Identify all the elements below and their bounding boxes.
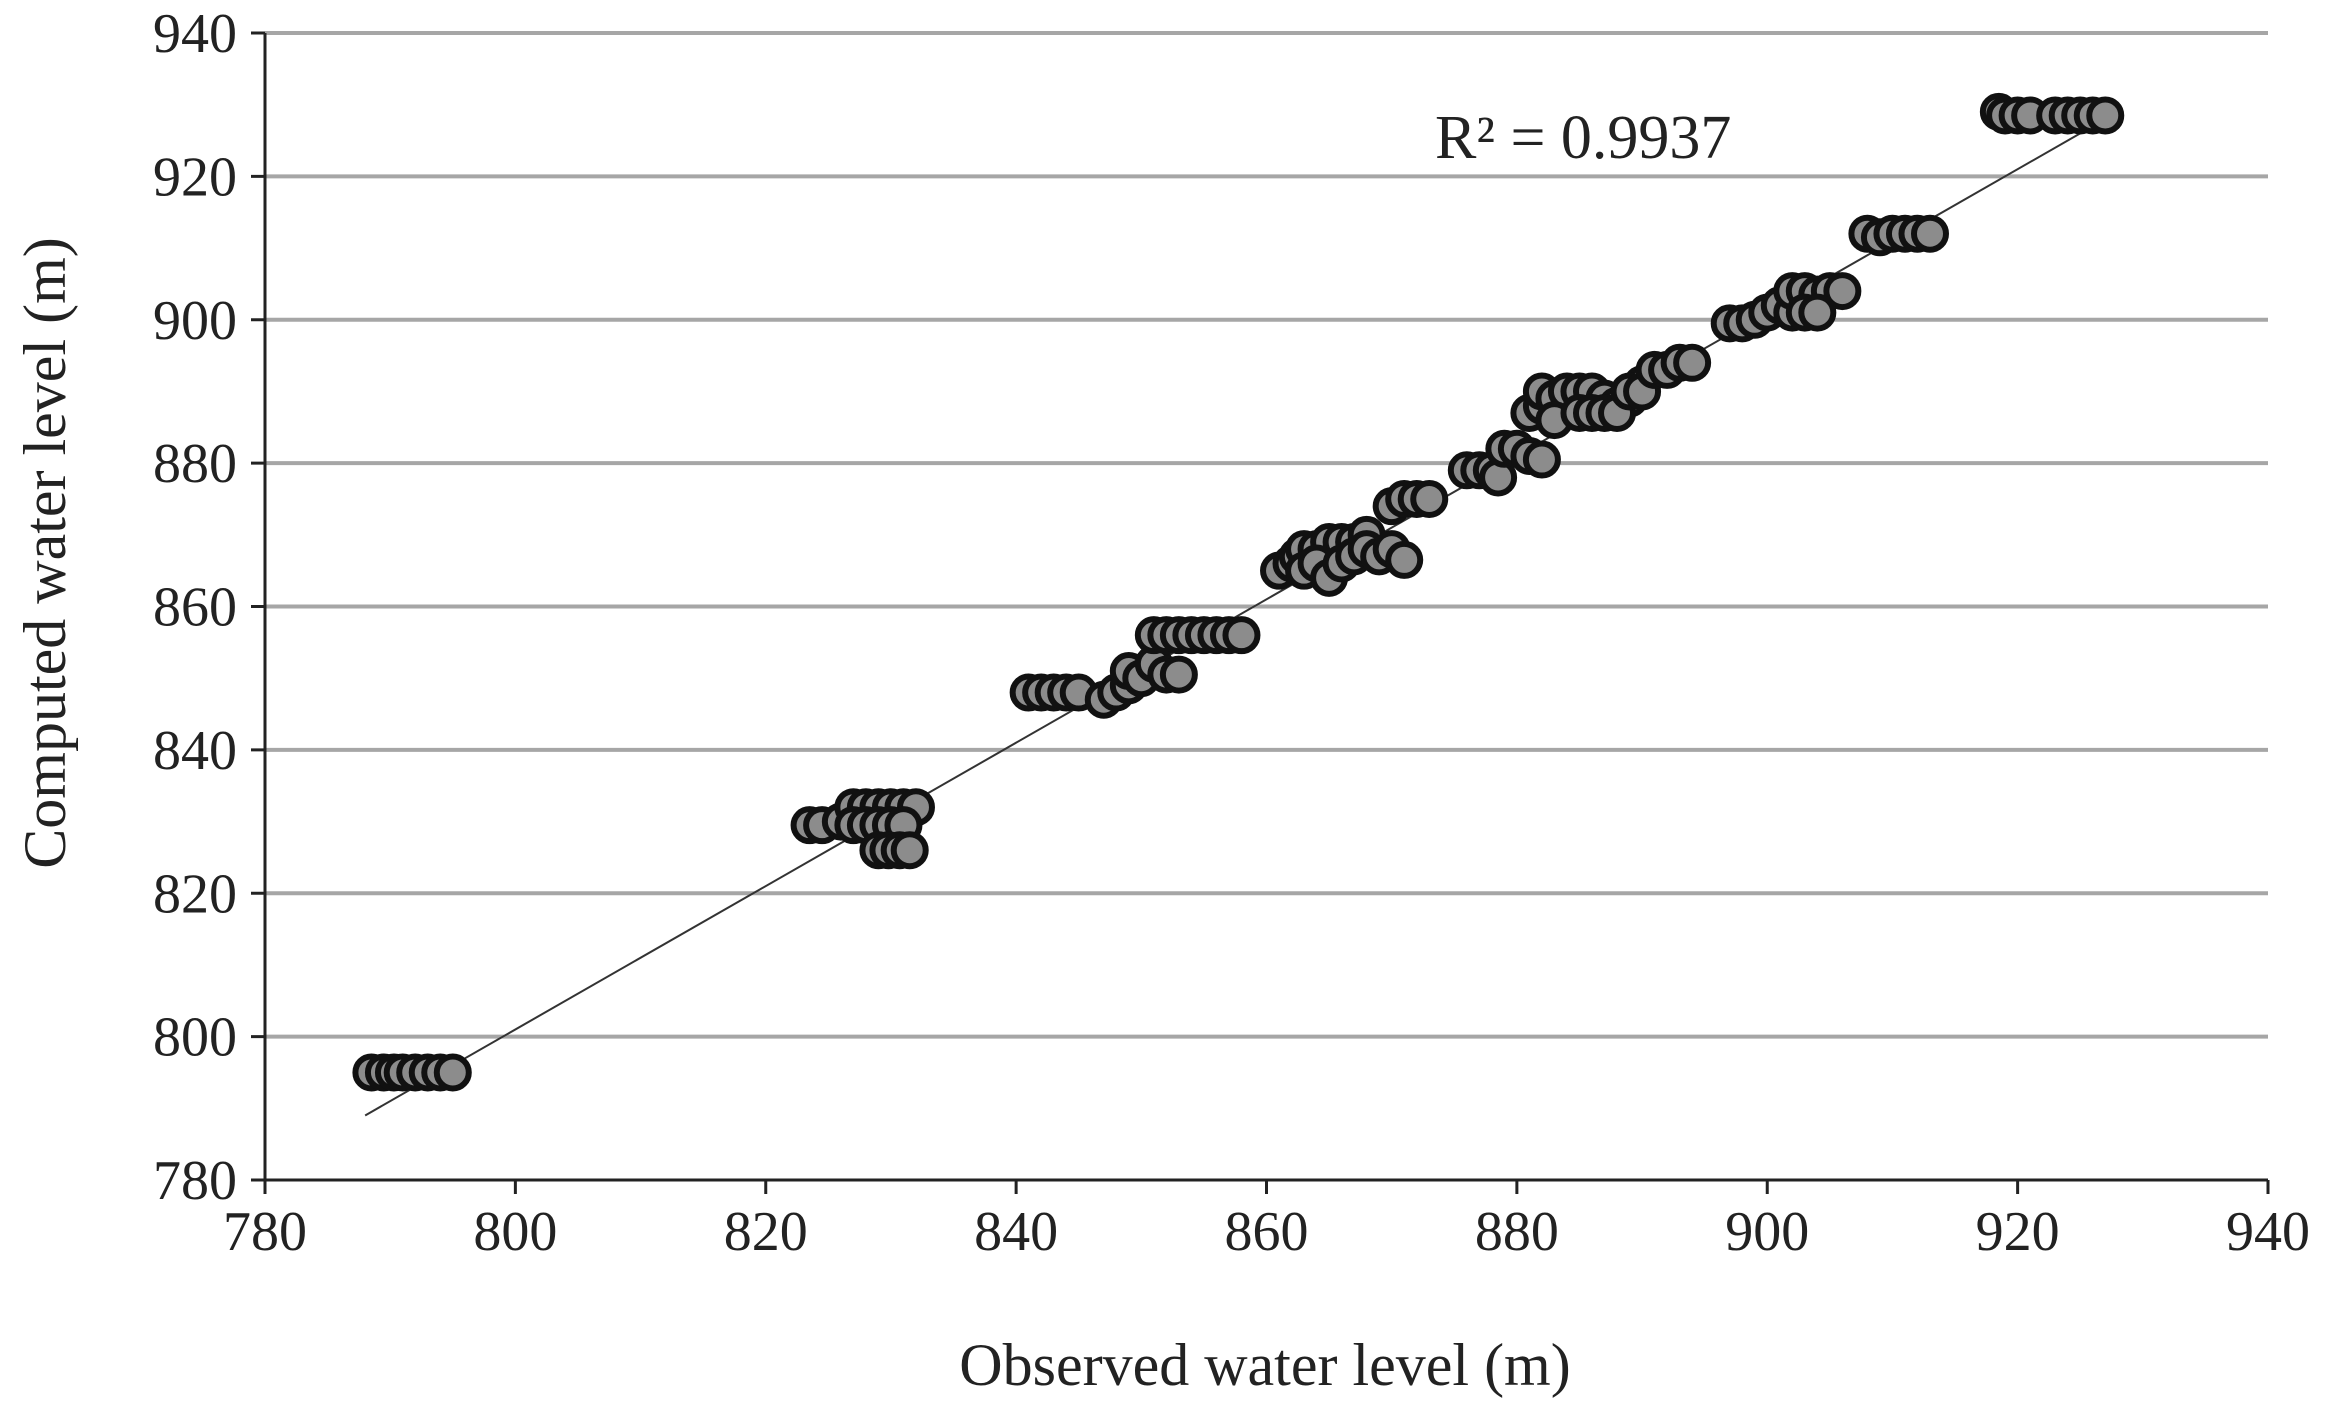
x-tick-label-940: 940 (2226, 1201, 2310, 1263)
x-tick-label-780: 780 (223, 1201, 307, 1263)
y-tick-label-860: 860 (153, 577, 237, 639)
y-tick-label-800: 800 (153, 1007, 237, 1069)
x-tick-label-800: 800 (473, 1201, 557, 1263)
x-tick-label-860: 860 (1225, 1201, 1309, 1263)
axes (251, 31, 2270, 1194)
y-tick-label-780: 780 (153, 1150, 237, 1212)
data-point (1222, 616, 1261, 655)
y-tick-label-920: 920 (153, 146, 237, 208)
x-tick-label-840: 840 (974, 1201, 1058, 1263)
data-point (890, 831, 929, 870)
y-tick-label-880: 880 (153, 433, 237, 495)
y-tick-label-840: 840 (153, 720, 237, 782)
y-tick-label-940: 940 (153, 3, 237, 65)
y-axis-title: Computed water level (m) (12, 237, 78, 868)
x-tick-label-820: 820 (724, 1201, 808, 1263)
x-tick-label-900: 900 (1725, 1201, 1809, 1263)
data-point (433, 1053, 472, 1092)
data-point (1522, 440, 1561, 479)
data-point (1798, 293, 1837, 332)
data-point (1673, 343, 1712, 382)
data-point (1410, 479, 1449, 518)
x-tick-label-920: 920 (1976, 1201, 2060, 1263)
tick-labels: 780 800 820 840 860 880 900 920 940 780 800 820 840 8… (153, 3, 2310, 1263)
data-points (352, 92, 2125, 1092)
x-axis-title: Observed water level (m) (959, 1332, 1570, 1398)
data-point (1385, 540, 1424, 579)
data-point (1910, 214, 1949, 253)
x-tick-label-880: 880 (1475, 1201, 1559, 1263)
y-tick-label-820: 820 (153, 863, 237, 925)
data-point (1159, 655, 1198, 694)
data-point (2086, 96, 2125, 135)
data-point (1823, 272, 1862, 311)
y-tick-label-900: 900 (153, 290, 237, 352)
r-squared-annotation: R² = 0.9937 (1435, 104, 1731, 172)
gridlines (265, 31, 2268, 1039)
